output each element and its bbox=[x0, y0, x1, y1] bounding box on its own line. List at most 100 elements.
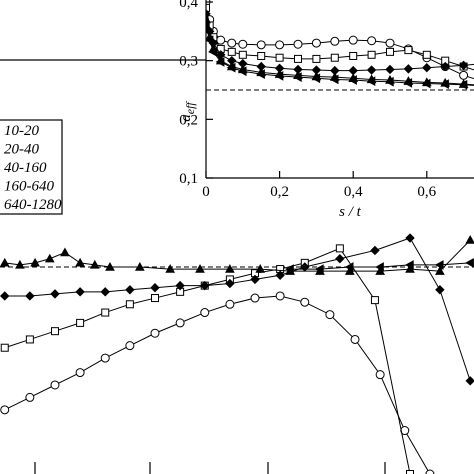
marker-diamond bbox=[0, 291, 10, 301]
marker-left-triangle bbox=[434, 260, 444, 270]
legend-label: 20-40 bbox=[4, 142, 39, 158]
marker-triangle bbox=[206, 14, 211, 24]
series-line bbox=[4, 295, 431, 474]
marker-square bbox=[101, 308, 110, 317]
y-tick-label: 0,4 bbox=[179, 0, 198, 11]
legend-label: 160-640 bbox=[4, 179, 54, 195]
marker-circle bbox=[100, 353, 110, 363]
marker-diamond bbox=[335, 254, 345, 264]
inset-data bbox=[206, 0, 474, 91]
marker-square bbox=[312, 54, 321, 63]
marker-circle bbox=[0, 405, 10, 415]
marker-diamond bbox=[50, 289, 60, 299]
marker-left-triangle bbox=[384, 76, 394, 87]
marker-diamond bbox=[405, 233, 415, 243]
marker-circle bbox=[225, 299, 235, 309]
marker-left-triangle bbox=[226, 62, 236, 73]
marker-diamond bbox=[370, 245, 380, 256]
marker-circle bbox=[25, 392, 35, 402]
marker-diamond bbox=[200, 280, 210, 291]
marker-square bbox=[206, 3, 210, 12]
marker-circle bbox=[293, 39, 303, 49]
marker-square bbox=[25, 335, 34, 344]
marker-diamond bbox=[435, 285, 445, 295]
marker-left-triangle bbox=[348, 75, 357, 85]
marker-circle bbox=[350, 334, 360, 344]
marker-square bbox=[294, 54, 302, 63]
marker-triangle bbox=[134, 261, 145, 271]
marker-diamond bbox=[250, 274, 260, 285]
inset-ticks: 0,1 0,2 0,3 0,4 0 0,2 0,4 0,6 bbox=[179, 0, 436, 200]
marker-left-triangle bbox=[366, 76, 376, 87]
marker-square bbox=[76, 318, 85, 327]
main-plot: 10-20 20-40 40-160 160-640 640-1280 bbox=[0, 59, 474, 474]
marker-square bbox=[150, 294, 159, 303]
marker-left-triangle bbox=[237, 66, 247, 77]
marker-left-triangle bbox=[344, 262, 354, 272]
marker-circle bbox=[325, 310, 335, 320]
marker-triangle bbox=[105, 261, 115, 271]
marker-diamond bbox=[75, 287, 85, 297]
legend: 10-20 20-40 40-160 160-640 640-1280 bbox=[0, 119, 63, 215]
marker-left-triangle bbox=[206, 20, 210, 31]
marker-square bbox=[406, 470, 415, 474]
marker-circle bbox=[227, 38, 237, 48]
x-axis-label: s / t bbox=[339, 204, 362, 220]
marker-diamond bbox=[275, 270, 285, 280]
marker-square bbox=[370, 296, 379, 305]
marker-circle bbox=[311, 38, 321, 48]
marker-circle bbox=[348, 35, 358, 45]
marker-circle bbox=[256, 40, 266, 50]
marker-triangle bbox=[30, 257, 40, 267]
y-tick-label: 0,2 bbox=[179, 112, 198, 128]
marker-circle bbox=[330, 36, 340, 46]
marker-diamond bbox=[206, 9, 211, 19]
marker-triangle bbox=[89, 259, 100, 269]
marker-triangle bbox=[435, 266, 445, 275]
inset-plot: 0,1 0,2 0,3 0,4 0 0,2 0,4 0,6 s / t aeff bbox=[178, 0, 474, 220]
marker-square bbox=[404, 46, 413, 55]
marker-left-triangle bbox=[274, 71, 284, 81]
marker-left-triangle bbox=[458, 79, 468, 90]
marker-left-triangle bbox=[375, 262, 384, 272]
marker-circle bbox=[50, 380, 60, 390]
marker-diamond bbox=[366, 65, 377, 75]
legend-box bbox=[0, 119, 63, 215]
marker-triangle bbox=[15, 259, 25, 269]
marker-left-triangle bbox=[285, 264, 294, 274]
marker-diamond bbox=[25, 291, 35, 301]
marker-circle bbox=[275, 40, 285, 50]
marker-left-triangle bbox=[403, 78, 413, 88]
marker-left-triangle bbox=[465, 258, 474, 268]
marker-circle bbox=[275, 291, 285, 301]
marker-triangle bbox=[0, 257, 10, 267]
x-tick-label: 0,4 bbox=[344, 184, 363, 200]
marker-circle bbox=[175, 318, 185, 328]
series-line bbox=[4, 247, 411, 474]
main-data bbox=[0, 233, 474, 474]
marker-left-triangle bbox=[215, 56, 225, 67]
marker-diamond bbox=[125, 285, 135, 295]
y-axis-label: aeff bbox=[178, 101, 197, 122]
x-tick-label: 0 bbox=[202, 184, 210, 200]
marker-triangle bbox=[60, 247, 70, 257]
marker-circle bbox=[75, 368, 85, 378]
marker-left-triangle bbox=[256, 69, 265, 80]
x-tick-label: 0,6 bbox=[417, 184, 436, 200]
marker-diamond bbox=[225, 278, 235, 289]
marker-square bbox=[367, 50, 376, 59]
marker-triangle bbox=[44, 253, 55, 263]
marker-circle bbox=[200, 308, 210, 318]
x-tick-label: 0,2 bbox=[270, 184, 289, 200]
marker-square bbox=[238, 50, 247, 59]
marker-circle bbox=[238, 39, 248, 49]
marker-diamond bbox=[422, 62, 432, 73]
marker-left-triangle bbox=[404, 260, 414, 270]
marker-circle bbox=[250, 293, 260, 303]
marker-diamond bbox=[100, 287, 110, 297]
marker-left-triangle bbox=[314, 264, 324, 274]
marker-square bbox=[125, 300, 134, 309]
marker-diamond bbox=[403, 64, 414, 74]
y-axis-label-sub: eff bbox=[183, 101, 197, 115]
